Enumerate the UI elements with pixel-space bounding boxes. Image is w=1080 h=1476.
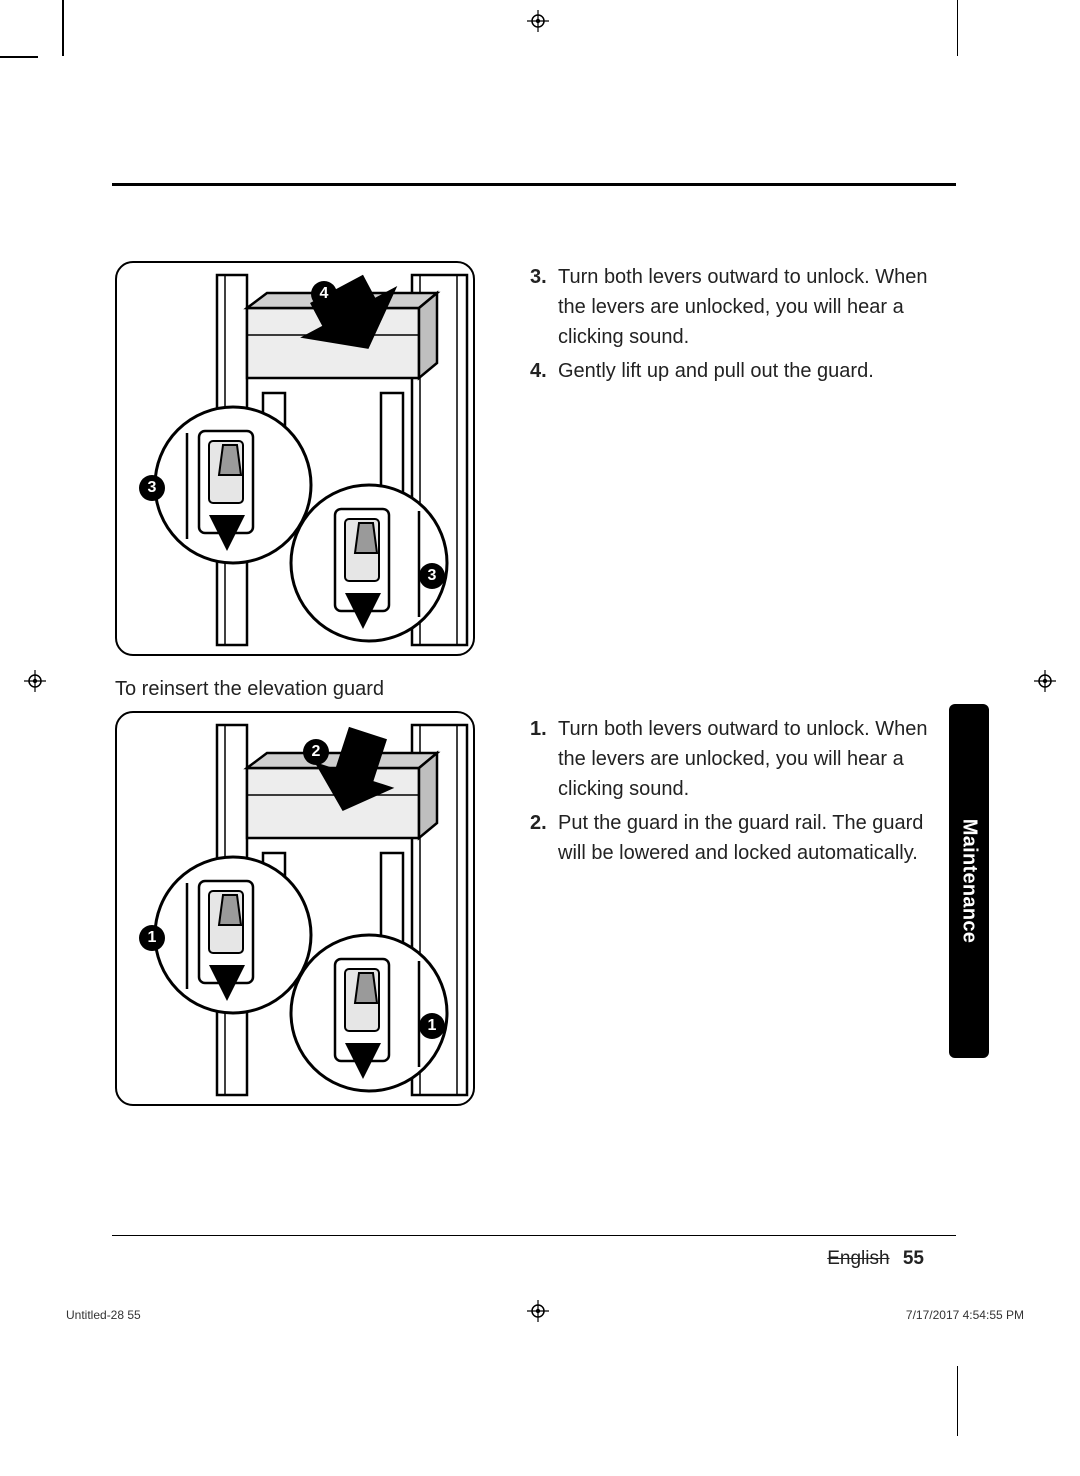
step-text: Gently lift up and pull out the guard. [558, 356, 950, 386]
step-text: Turn both levers outward to unlock. When… [558, 262, 950, 352]
registration-mark-icon [527, 1300, 549, 1322]
crop-mark [62, 0, 64, 56]
step-item: 1. Turn both levers outward to unlock. W… [530, 714, 950, 804]
page: Maintenance [0, 0, 1080, 1476]
callout-badge: 2 [303, 739, 329, 765]
step-item: 3. Turn both levers outward to unlock. W… [530, 262, 950, 352]
footer-timestamp: 7/17/2017 4:54:55 PM [906, 1308, 1024, 1322]
figure-svg [117, 713, 475, 1106]
content-bottom-rule [112, 1235, 956, 1236]
step-number: 4. [530, 356, 552, 386]
section-caption: To reinsert the elevation guard [115, 678, 477, 701]
callout-badge: 3 [419, 563, 445, 589]
footer-language-text: English [827, 1248, 889, 1269]
step-list-reinsert: 1. Turn both levers outward to unlock. W… [530, 714, 950, 868]
callout-badge: 1 [419, 1013, 445, 1039]
step-item: 2. Put the guard in the guard rail. The … [530, 808, 950, 868]
step-number: 3. [530, 262, 552, 352]
crop-mark [0, 56, 38, 58]
footer-page-number: 55 [903, 1248, 924, 1269]
registration-mark-icon [1034, 670, 1056, 692]
step-item: 4. Gently lift up and pull out the guard… [530, 356, 950, 386]
callout-badge: 3 [139, 475, 165, 501]
step-text: Turn both levers outward to unlock. When… [558, 714, 950, 804]
content-top-rule [112, 183, 956, 186]
step-text: Put the guard in the guard rail. The gua… [558, 808, 950, 868]
crop-mark [957, 0, 959, 56]
figure-reinsert-guard: 2 1 1 [115, 711, 475, 1106]
callout-badge: 1 [139, 925, 165, 951]
figure-remove-guard: 4 3 3 [115, 261, 475, 656]
step-number: 2. [530, 808, 552, 868]
registration-mark-icon [527, 10, 549, 32]
callout-badge: 4 [311, 281, 337, 307]
section-tab: Maintenance [949, 704, 989, 1058]
footer-language: English 55 [827, 1248, 924, 1270]
section-tab-label: Maintenance [958, 819, 981, 943]
step-list-remove: 3. Turn both levers outward to unlock. W… [530, 262, 950, 386]
crop-mark [957, 1366, 959, 1436]
registration-mark-icon [24, 670, 46, 692]
footer-filename: Untitled-28 55 [66, 1308, 141, 1322]
step-number: 1. [530, 714, 552, 804]
figure-svg [117, 263, 475, 656]
